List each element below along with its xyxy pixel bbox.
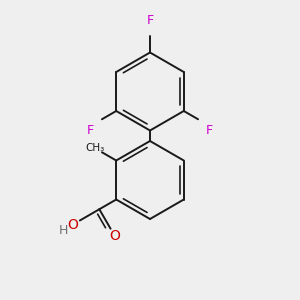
Text: O: O <box>110 229 120 243</box>
Text: F: F <box>206 124 213 137</box>
Text: O: O <box>67 218 78 232</box>
Text: H: H <box>58 224 68 237</box>
Text: F: F <box>146 14 154 27</box>
Text: F: F <box>87 124 94 137</box>
Text: CH₃: CH₃ <box>85 143 104 153</box>
